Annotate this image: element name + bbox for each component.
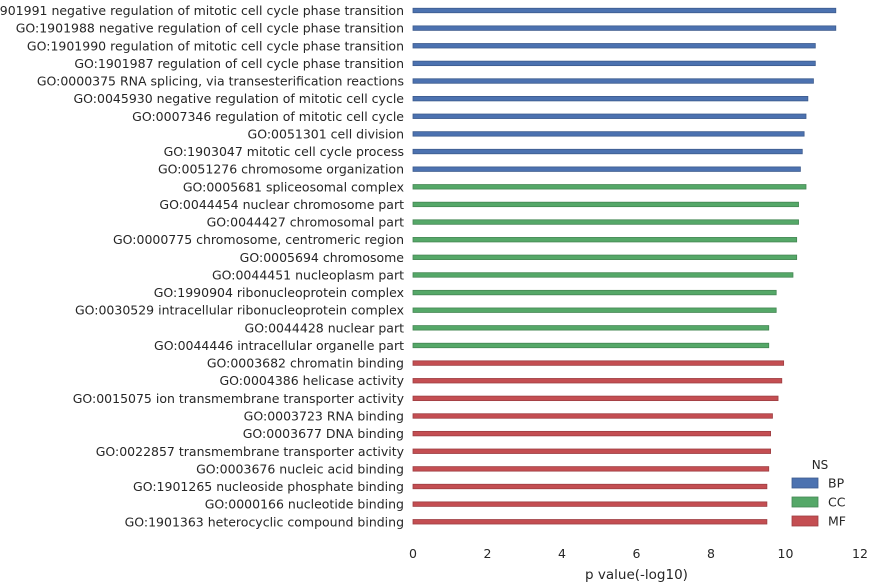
legend-label: MF: [828, 514, 846, 529]
category-label: GO:0045930 negative regulation of mitoti…: [74, 91, 405, 106]
category-label: GO:0030529 intracellular ribonucleoprote…: [75, 303, 404, 318]
bar: [412, 201, 799, 208]
bar: [412, 325, 770, 331]
x-tick-label: 0: [409, 546, 417, 561]
category-label: GO:0000166 nucleotide binding: [205, 497, 404, 512]
category-label: GO:0003677 DNA binding: [243, 426, 404, 441]
category-label: GO:0003682 chromatin binding: [207, 356, 404, 371]
category-label: GO:0022857 transmembrane transporter act…: [96, 444, 405, 459]
category-label: GO:0005694 chromosome: [240, 250, 405, 265]
bar: [412, 7, 837, 14]
bar: [412, 78, 814, 84]
legend-swatch: [791, 477, 819, 489]
x-tick-label: 4: [558, 546, 566, 561]
bar: [412, 131, 805, 137]
category-label: GO:1901987 regulation of cell cycle phas…: [74, 56, 404, 71]
category-label: GO:0000775 chromosome, centromeric regio…: [113, 232, 404, 247]
category-label: GO:0044451 nucleoplasm part: [212, 267, 404, 282]
category-label: GO:0044446 intracellular organelle part: [154, 338, 404, 353]
category-label: GO:0000375 RNA splicing, via transesteri…: [37, 74, 404, 89]
category-label: GO:1903047 mitotic cell cycle process: [164, 144, 404, 159]
bar: [412, 289, 777, 296]
bar: [412, 148, 803, 155]
category-label: GO:0004386 helicase activity: [219, 373, 404, 388]
bar: [412, 25, 837, 31]
category-label: GO:0051301 cell division: [248, 126, 404, 141]
legend-title: NS: [812, 458, 829, 472]
legend-swatch: [791, 496, 819, 508]
bar: [412, 96, 809, 102]
bar: [412, 43, 816, 49]
bar: [412, 219, 799, 225]
category-label: GO:0015075 ion transmembrane transporter…: [73, 391, 405, 406]
x-tick-label: 6: [633, 546, 641, 561]
bar: [412, 501, 768, 507]
bar: [412, 360, 785, 366]
category-label: GO:1901265 nucleoside phosphate binding: [133, 479, 404, 494]
category-labels: GO:1901991 negative regulation of mitoti…: [0, 3, 405, 529]
category-label: GO:1901990 regulation of mitotic cell cy…: [27, 38, 404, 53]
bar: [412, 342, 770, 349]
x-tick-label: 10: [778, 546, 794, 561]
x-axis-title: p value(-log10): [585, 567, 688, 583]
bar: [412, 113, 807, 119]
x-tick-label: 12: [852, 546, 868, 561]
category-label: GO:0005681 spliceosomal complex: [183, 179, 404, 194]
category-label: GO:1901988 negative regulation of cell c…: [16, 21, 404, 36]
category-label: GO:0003723 RNA binding: [244, 408, 404, 423]
bar: [412, 60, 816, 67]
bar: [412, 430, 772, 437]
bar: [412, 237, 798, 243]
x-tick-label: 8: [707, 546, 715, 561]
bar: [412, 413, 773, 419]
bar: [412, 519, 768, 525]
bar: [412, 466, 770, 472]
category-label: GO:1901363 heterocyclic compound binding: [125, 514, 404, 529]
bar: [412, 166, 801, 172]
bar: [412, 378, 783, 384]
bar: [412, 448, 772, 454]
category-label: GO:0003676 nucleic acid binding: [196, 461, 404, 476]
x-tick-label: 2: [484, 546, 492, 561]
category-label: GO:0044454 nuclear chromosome part: [159, 197, 404, 212]
category-label: GO:0044428 nuclear part: [245, 320, 405, 335]
category-label: GO:1990904 ribonucleoprotein complex: [154, 285, 404, 300]
category-label: GO:1901991 negative regulation of mitoti…: [0, 3, 404, 18]
legend: NS BP CC MF: [791, 458, 846, 529]
bar: [412, 307, 777, 313]
bar: [412, 184, 807, 190]
legend-label: BP: [828, 476, 845, 491]
bar: [412, 254, 798, 260]
legend-label: CC: [828, 495, 846, 510]
bars-layer: [412, 7, 837, 525]
bar: [412, 395, 779, 402]
x-axis: 0 2 4 6 8 10 12: [409, 546, 868, 561]
bar: [412, 272, 794, 278]
legend-swatch: [791, 515, 819, 527]
category-label: GO:0044427 chromosomal part: [207, 215, 404, 230]
bar: [412, 483, 768, 490]
category-label: GO:0051276 chromosome organization: [158, 162, 404, 177]
category-label: GO:0007346 regulation of mitotic cell cy…: [132, 109, 404, 124]
